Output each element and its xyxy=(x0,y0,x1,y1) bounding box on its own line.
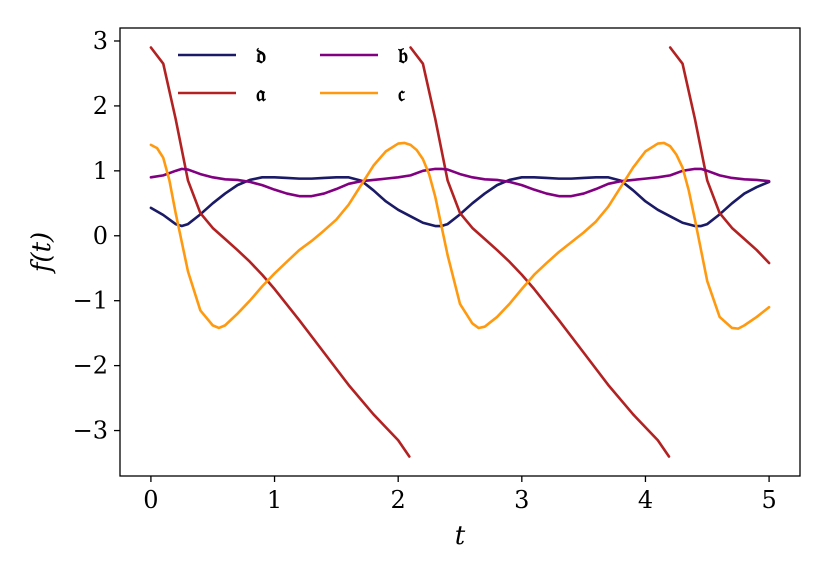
y-tick-label: 1 xyxy=(93,157,108,185)
x-axis-label: t xyxy=(455,521,466,551)
series-layer xyxy=(149,46,771,458)
y-axis-label: f(t) xyxy=(27,232,57,274)
legend-label-1: 𝔡 xyxy=(256,43,266,69)
y-tick-label: −1 xyxy=(73,287,108,315)
legend-label-2: 𝔞 xyxy=(256,81,266,107)
legend-label-4: 𝔠 xyxy=(398,81,406,107)
legend-label-3: 𝔟 xyxy=(397,43,408,69)
plot-frame xyxy=(119,27,801,477)
x-tick-label: 4 xyxy=(638,486,653,514)
x-tick-label: 1 xyxy=(267,486,282,514)
y-tick-label: 2 xyxy=(93,92,108,120)
x-tick-label: 5 xyxy=(761,486,776,514)
axes-layer: 0 1 2 3 4 5 −3 −2 −1 0 1 2 3 xyxy=(73,27,777,514)
x-tick-label: 0 xyxy=(143,486,158,514)
y-tick-label: −2 xyxy=(73,352,108,380)
x-tick-label: 3 xyxy=(514,486,529,514)
y-tick-label: 0 xyxy=(93,222,108,250)
y-tick-label: 3 xyxy=(93,27,108,55)
series-line-4 xyxy=(149,141,771,330)
y-tick-label: −3 xyxy=(73,417,108,445)
series-line-3 xyxy=(149,167,771,198)
x-tick-label: 2 xyxy=(391,486,406,514)
series-line-2 xyxy=(149,46,771,458)
legend: 𝔡𝔞 𝔟𝔠 xyxy=(178,43,408,107)
